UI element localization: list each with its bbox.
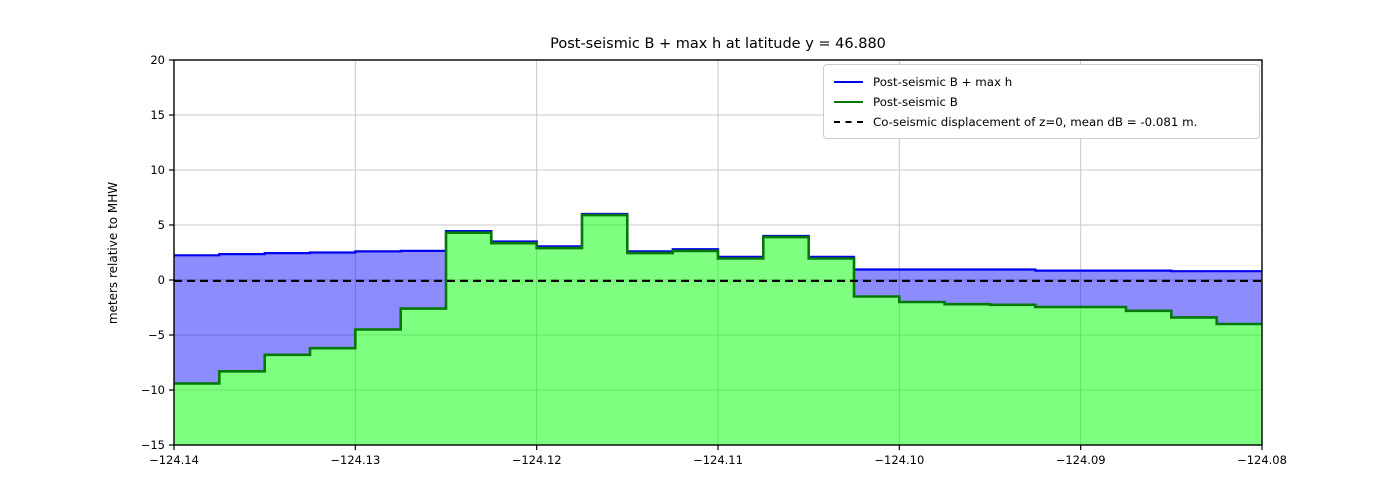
y-tick-label: 5 — [158, 218, 165, 232]
chart-title: Post-seismic B + max h at latitude y = 4… — [550, 36, 886, 52]
legend-label: Co-seismic displacement of z=0, mean dB … — [873, 114, 1198, 129]
legend-entry-b: Post-seismic B — [834, 92, 1251, 111]
legend-label: Post-seismic B — [873, 94, 958, 109]
x-tick-label: −124.13 — [330, 453, 380, 467]
y-tick-label: −15 — [141, 438, 165, 452]
y-tick-label: 0 — [158, 273, 165, 287]
x-tick-label: −124.10 — [874, 453, 924, 467]
x-tick-label: −124.08 — [1237, 453, 1287, 467]
x-tick-label: −124.14 — [149, 453, 199, 467]
x-tick-label: −124.09 — [1056, 453, 1106, 467]
green-line-sample-icon — [834, 100, 863, 103]
y-tick-label: 20 — [150, 53, 165, 67]
series-line-b — [174, 213, 1262, 385]
series-line-b-plus-maxh — [174, 212, 1262, 273]
blue-line-sample-icon — [834, 80, 863, 83]
y-tick-label: 10 — [150, 163, 165, 177]
y-tick-label: 15 — [150, 108, 165, 122]
x-tick-label: −124.12 — [512, 453, 562, 467]
y-axis-label-text: meters relative to MHW — [106, 181, 120, 325]
dashed-line-sample-icon — [834, 120, 863, 123]
legend-label: Post-seismic B + max h — [873, 74, 1013, 89]
legend-entry-b-plus-maxh: Post-seismic B + max h — [834, 72, 1251, 91]
y-tick-label: −5 — [148, 328, 165, 342]
legend-entry-coseismic: Co-seismic displacement of z=0, mean dB … — [834, 112, 1251, 131]
y-tick-label: −10 — [141, 383, 165, 397]
legend: Post-seismic B + max h Post-seismic B Co… — [823, 64, 1260, 139]
x-tick-label: −124.11 — [693, 453, 743, 467]
